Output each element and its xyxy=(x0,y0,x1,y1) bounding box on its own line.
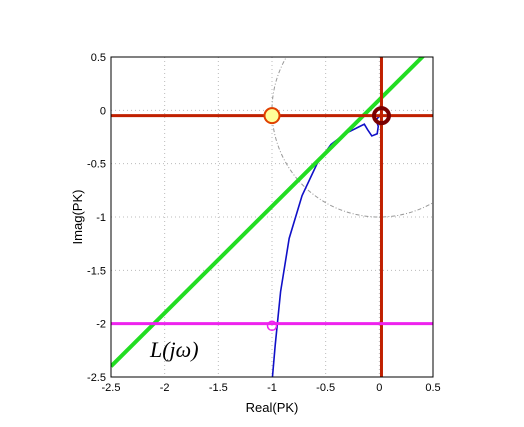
y-tick-label: -1.5 xyxy=(87,265,106,277)
y-axis-ticks: 0.5 0 -0.5 -1 -1.5 -2 -2.5 xyxy=(87,52,106,384)
x-axis-label: Real(PK) xyxy=(246,400,299,415)
lower-intersection-marker xyxy=(266,320,278,332)
plot-frame xyxy=(110,56,434,378)
diagonal-line xyxy=(111,57,426,368)
y-axis-label: Imag(PK) xyxy=(70,190,85,245)
x-axis-ticks: -2.5 -2 -1.5 -1 -0.5 0 0.5 xyxy=(102,382,441,394)
y-tick-label: -2.5 xyxy=(87,372,106,384)
y-tick-label: -2 xyxy=(96,319,106,331)
origin-marker xyxy=(371,106,391,126)
x-tick-label: -1.5 xyxy=(209,382,228,394)
unit-circle xyxy=(271,57,433,218)
x-tick-label: 0 xyxy=(376,382,382,394)
x-tick-label: 0.5 xyxy=(425,382,440,394)
y-tick-label: 0.5 xyxy=(91,52,106,64)
x-tick-label: -0.5 xyxy=(316,382,335,394)
nyquist-curve xyxy=(271,116,380,377)
y-tick-label: 0 xyxy=(100,105,106,117)
x-tick-label: -2 xyxy=(160,382,170,394)
y-tick-label: -0.5 xyxy=(87,159,106,171)
critical-point-marker xyxy=(263,107,281,125)
x-tick-label: -1 xyxy=(267,382,277,394)
y-tick-label: -1 xyxy=(96,212,106,224)
curve-annotation: L(jω) xyxy=(149,337,199,362)
x-tick-label: -2.5 xyxy=(102,382,121,394)
